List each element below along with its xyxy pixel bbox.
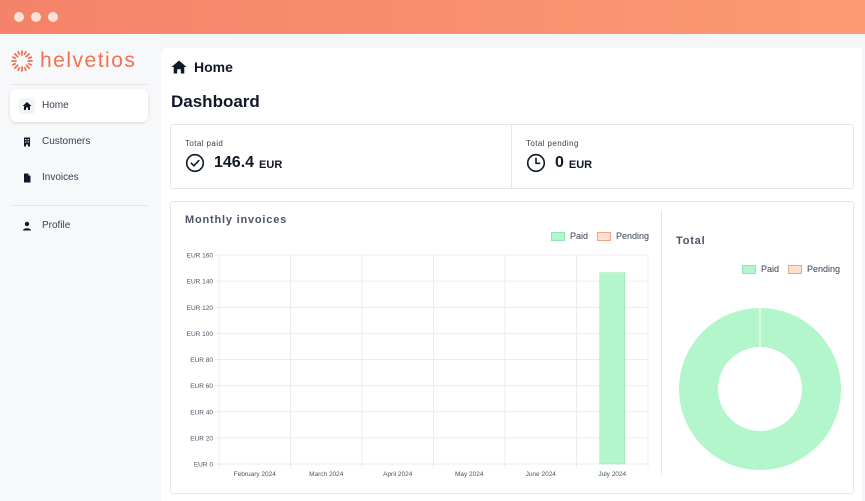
sidebar-item-profile[interactable]: Profile [10, 209, 148, 242]
y-tick-label: EUR 40 [190, 409, 213, 416]
y-tick-label: EUR 60 [190, 383, 213, 390]
bar-paid [599, 272, 625, 465]
sidebar-item-label: Customers [42, 136, 91, 147]
sidebar-item-label: Home [42, 100, 69, 111]
app-shell: helvetios Home Customers Invoices [0, 34, 865, 501]
legend-label-pending: Pending [807, 264, 841, 274]
sidebar-item-home[interactable]: Home [10, 89, 148, 122]
y-tick-label: EUR 20 [190, 435, 213, 442]
sun-logo-icon [11, 50, 33, 72]
charts-panel: Monthly invoices Paid Pending EUR 0 EUR 2… [170, 201, 854, 494]
bar-chart: EUR 0 EUR 20 EUR 40 EUR 60 EUR 80 EUR 100 EUR … [187, 253, 649, 478]
legend-label-paid: Paid [570, 231, 589, 241]
user-icon [19, 218, 35, 234]
legend-label-pending: Pending [616, 231, 650, 241]
sidebar-item-label: Profile [42, 220, 71, 231]
stat-value-row: 146.4 EUR [185, 153, 282, 173]
y-tick-label: EUR 140 [187, 279, 214, 286]
y-tick-label: EUR 160 [187, 253, 214, 260]
legend-swatch-paid [742, 264, 756, 274]
stat-label: Total paid [185, 139, 224, 148]
stat-currency: EUR [568, 158, 593, 171]
charts-divider [661, 210, 662, 474]
main-content: Home Dashboard Total paid 146.4 EUR Tota… [161, 48, 862, 501]
window-close-dot[interactable] [14, 12, 24, 22]
breadcrumb-label: Home [194, 59, 233, 75]
stat-label: Total pending [526, 139, 579, 148]
sidebar-item-invoices[interactable]: Invoices [10, 161, 148, 194]
window-minimize-dot[interactable] [31, 12, 41, 22]
stat-total-pending: Total pending 0 EUR [512, 125, 853, 188]
breadcrumb: Home [171, 59, 233, 75]
sidebar-item-label: Invoices [42, 172, 79, 183]
doughnut-chart [679, 308, 841, 470]
legend-swatch-pending [597, 231, 612, 241]
doughnut-chart-legend: Paid Pending [742, 264, 840, 274]
stat-value-row: 0 EUR [526, 153, 592, 173]
y-tick-label: EUR 100 [187, 331, 214, 338]
y-tick-label: EUR 0 [194, 462, 214, 469]
x-tick-label: July 2024 [598, 471, 626, 478]
window-title-bar [0, 0, 865, 34]
x-tick-label: April 2024 [383, 471, 413, 478]
home-icon [171, 60, 187, 74]
x-tick-label: May 2024 [455, 471, 484, 478]
doughnut-chart-title: Total [676, 235, 706, 247]
stat-total-paid: Total paid 146.4 EUR [171, 125, 511, 188]
legend-swatch-pending [788, 264, 803, 274]
legend-label-paid: Paid [761, 264, 780, 274]
x-tick-label: February 2024 [234, 471, 277, 478]
y-tick-label: EUR 120 [187, 305, 214, 312]
clock-icon [526, 153, 546, 173]
brand-logo[interactable]: helvetios [10, 48, 136, 74]
window-maximize-dot[interactable] [48, 12, 58, 22]
sidebar-divider [10, 205, 148, 206]
x-tick-label: March 2024 [309, 471, 344, 478]
building-icon [19, 134, 35, 150]
sidebar: helvetios Home Customers Invoices [0, 34, 160, 501]
stat-value: 0 [555, 154, 564, 171]
brand-name: helvetios [40, 49, 137, 72]
page-title: Dashboard [171, 92, 260, 111]
stat-currency: EUR [259, 158, 283, 171]
home-icon [19, 97, 35, 114]
bar-chart-legend: Paid Pending [551, 231, 649, 241]
sidebar-item-customers[interactable]: Customers [10, 125, 148, 158]
sidebar-divider [10, 84, 148, 85]
y-tick-label: EUR 80 [190, 357, 213, 364]
legend-swatch-paid [551, 231, 565, 241]
stats-divider [511, 125, 512, 188]
document-icon [19, 170, 35, 186]
x-tick-label: June 2024 [526, 471, 557, 478]
stats-panel: Total paid 146.4 EUR Total pending 0 EUR [170, 124, 854, 189]
bar-chart-title: Monthly invoices [185, 214, 288, 226]
check-circle-icon [185, 153, 205, 173]
stat-value: 146.4 [214, 154, 255, 171]
